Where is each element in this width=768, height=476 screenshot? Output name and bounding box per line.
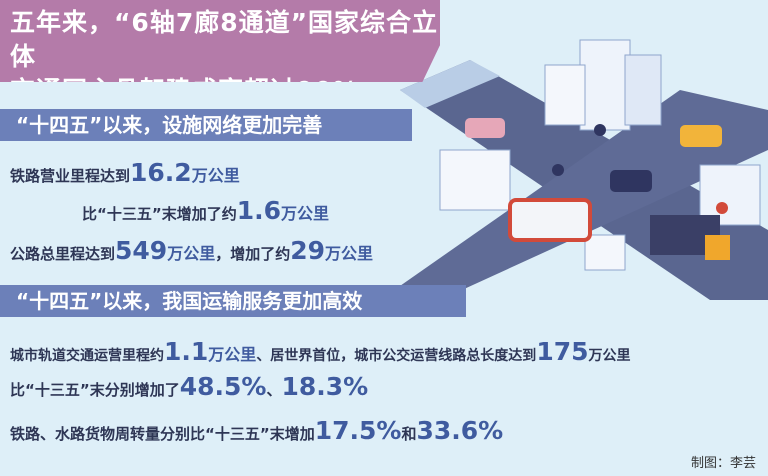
- stat-value: 48.5%: [179, 372, 267, 401]
- stat-label: 、: [266, 381, 282, 399]
- stat-value: 18.3%: [281, 372, 369, 401]
- credit: 制图：李芸: [690, 456, 756, 471]
- stat-label: 铁路、水路货物周转量分别比“十三五”末增加: [10, 425, 315, 443]
- stat-value: 1.6: [236, 196, 282, 225]
- title-banner: 五年来，“6轴7廊8通道”国家综合立体 交通网主骨架建成率超过90%: [0, 0, 440, 82]
- stat-unit: 万公里: [208, 345, 257, 364]
- stat-label: 公路总里程达到: [10, 245, 116, 263]
- traffic-light-icon: [594, 124, 606, 136]
- stop-sign-icon: [716, 202, 728, 214]
- bus: [508, 198, 592, 242]
- building: [624, 54, 662, 126]
- stat-value: 175: [536, 337, 589, 366]
- stat-row: 公路总里程达到549万公里，增加了约29万公里: [10, 236, 373, 265]
- stat-label: 城市轨道交通运营里程约: [10, 348, 164, 364]
- stat-value: 549: [115, 236, 168, 265]
- title-line-2: 交通网主骨架建成率超过90%: [10, 76, 359, 105]
- stat-row: 城市轨道交通运营里程约1.1万公里、居世界首位，城市公交运营线路总长度达到175…: [10, 337, 631, 366]
- sidewalk: [400, 60, 500, 108]
- traffic-light-icon: [552, 164, 564, 176]
- stat-value: 33.6%: [416, 416, 504, 445]
- house: [584, 234, 626, 271]
- stat-unit: 万公里: [167, 244, 216, 263]
- stat-value: 16.2: [130, 158, 192, 187]
- stat-row: 比“十三五”末增加了约1.6万公里: [82, 196, 329, 225]
- stat-row: 比“十三五”末分别增加了48.5%、18.3%: [10, 372, 368, 401]
- city-intersection-illustration: [380, 39, 768, 300]
- stat-unit: 万公里: [191, 166, 240, 185]
- stat-label: 比“十三五”末分别增加了: [10, 381, 180, 399]
- title-line-1: 五年来，“6轴7廊8通道”国家综合立体: [10, 8, 439, 71]
- stat-label: 铁路营业里程达到: [10, 167, 131, 185]
- road-diagonal-2: [380, 90, 768, 300]
- building: [439, 149, 511, 211]
- stat-label: 比“十三五”末增加了约: [82, 205, 237, 223]
- stat-value: 1.1: [164, 337, 209, 366]
- stat-row: 铁路营业里程达到16.2万公里: [10, 158, 240, 187]
- stat-label: 和: [401, 425, 417, 443]
- building: [579, 39, 631, 131]
- stat-value: 29: [290, 236, 326, 265]
- stat-label: ，增加了约: [215, 245, 291, 263]
- stat-row: 铁路、水路货物周转量分别比“十三五”末增加17.5%和33.6%: [10, 416, 503, 445]
- stat-unit: 万公里: [281, 204, 330, 223]
- stat-unit: 万公里: [588, 348, 631, 364]
- car-pink: [465, 118, 505, 138]
- car-dark: [610, 170, 652, 192]
- section2-header: “十四五”以来，我国运输服务更加高效: [0, 285, 466, 317]
- section1-header: “十四五”以来，设施网络更加完善: [0, 109, 412, 141]
- taxi: [680, 125, 722, 147]
- stat-value: 17.5%: [314, 416, 402, 445]
- truck-cab: [705, 235, 730, 260]
- stat-label: 、居世界首位，城市公交运营线路总长度达到: [256, 348, 537, 364]
- stat-unit: 万公里: [325, 244, 374, 263]
- building: [544, 64, 586, 126]
